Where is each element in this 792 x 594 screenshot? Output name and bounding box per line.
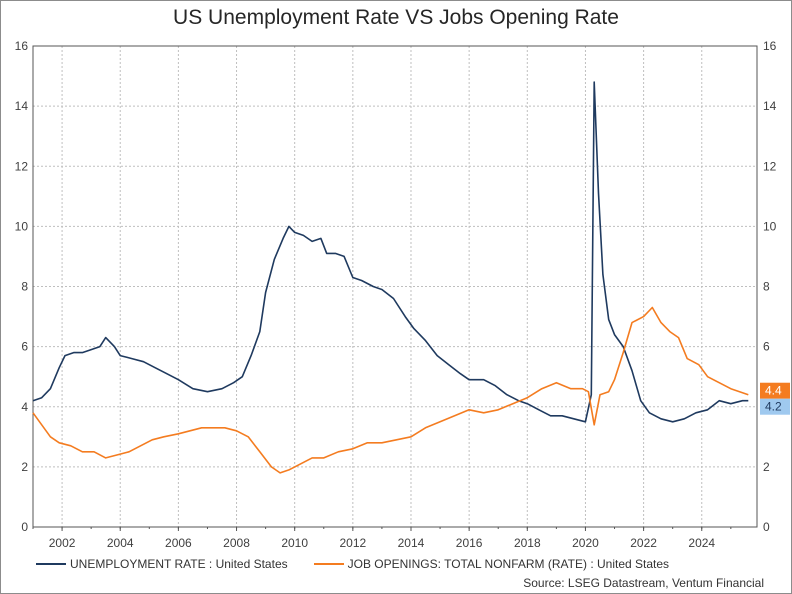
x-tick-label: 2010	[281, 536, 308, 550]
y-tick-label-left: 4	[21, 400, 28, 414]
y-tick-label-right: 2	[763, 460, 770, 474]
y-tick-label-left: 2	[21, 460, 28, 474]
y-tick-label-right: 14	[763, 99, 777, 113]
x-tick-label: 2016	[456, 536, 483, 550]
plot-area-border	[32, 45, 758, 528]
legend-item-job-openings: JOB OPENINGS: TOTAL NONFARM (RATE) : Uni…	[313, 557, 670, 571]
y-tick-label-left: 14	[15, 99, 29, 113]
end-label-job-openings-box	[760, 382, 790, 399]
x-tick-label: 2012	[339, 536, 366, 550]
legend-label-job-openings: JOB OPENINGS: TOTAL NONFARM (RATE) : Uni…	[347, 557, 670, 571]
x-tick-label: 2002	[49, 536, 76, 550]
legend-label-unemployment: UNEMPLOYMENT RATE : United States	[70, 557, 288, 571]
chart-title: US Unemployment Rate VS Jobs Opening Rat…	[173, 6, 619, 29]
axes: 0022446688101012121414161620022004200620…	[15, 39, 777, 550]
x-tick-label: 2018	[514, 536, 541, 550]
x-tick-label: 2014	[398, 536, 425, 550]
y-tick-label-right: 0	[763, 520, 770, 534]
source-note: Source: LSEG Datastream, Ventum Financia…	[523, 576, 764, 590]
legend-swatch-unemployment	[36, 563, 66, 565]
x-tick-label: 2020	[572, 536, 599, 550]
y-tick-label-right: 16	[763, 39, 777, 53]
x-tick-label: 2022	[630, 536, 657, 550]
y-tick-label-left: 0	[21, 520, 28, 534]
unemployment-rate-line	[32, 81, 749, 423]
job-openings-rate-line	[32, 306, 749, 474]
grid-lines	[33, 45, 757, 528]
x-tick-label: 2006	[165, 536, 192, 550]
end-value-labels: 4.44.2	[760, 382, 790, 415]
series-lines	[32, 81, 749, 474]
y-tick-label-left: 16	[15, 39, 29, 53]
y-tick-label-right: 10	[763, 219, 777, 233]
end-label-unemployment-box	[760, 398, 790, 415]
legend: UNEMPLOYMENT RATE : United States JOB OP…	[36, 557, 695, 571]
y-tick-label-left: 8	[21, 280, 28, 294]
y-tick-label-right: 6	[763, 340, 770, 354]
end-label-job-openings: 4.4	[765, 384, 782, 398]
y-tick-label-right: 8	[763, 280, 770, 294]
y-tick-label-left: 12	[15, 159, 29, 173]
legend-item-unemployment: UNEMPLOYMENT RATE : United States	[36, 557, 288, 571]
y-tick-label-left: 6	[21, 340, 28, 354]
x-tick-label: 2008	[223, 536, 250, 550]
y-tick-label-left: 10	[15, 219, 29, 233]
legend-swatch-job-openings	[313, 563, 344, 565]
x-tick-label: 2024	[688, 536, 715, 550]
x-tick-label: 2004	[107, 536, 134, 550]
end-label-unemployment: 4.2	[765, 400, 782, 414]
y-tick-label-right: 12	[763, 159, 777, 173]
